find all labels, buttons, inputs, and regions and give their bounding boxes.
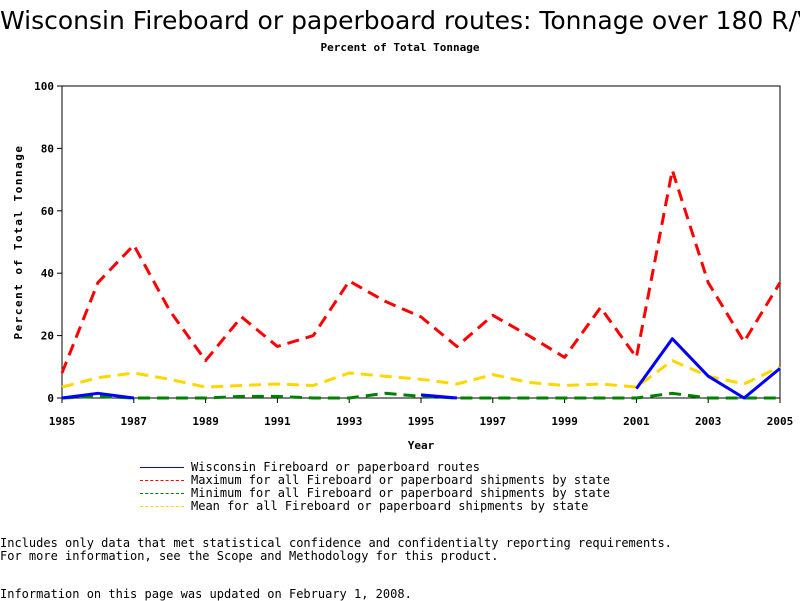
series-line-minimum bbox=[61, 391, 780, 400]
series-line-wisconsin bbox=[635, 337, 781, 400]
line-chart: 0 20 40 60 80 100 1985 1987 1989 1991 1993 1995 1997… bbox=[12, 80, 793, 452]
y-tick-label: 60 bbox=[41, 205, 54, 218]
x-tick-label: 1991 bbox=[264, 415, 291, 428]
x-tick-label: 1995 bbox=[408, 415, 435, 428]
series-line-wisconsin bbox=[420, 393, 458, 400]
legend-label-maximum: Maximum for all Fireboard or paperboard … bbox=[191, 473, 611, 487]
chart-subtitle: Percent of Total Tonnage bbox=[320, 41, 480, 54]
x-tick-label: 1989 bbox=[192, 415, 219, 428]
plot-frame bbox=[61, 85, 781, 399]
note-updated: Information on this page was updated on … bbox=[0, 587, 412, 601]
legend-label-mean: Mean for all Fireboard or paperboard shi… bbox=[191, 499, 589, 513]
x-tick-label: 1987 bbox=[121, 415, 148, 428]
x-tick-label: 1993 bbox=[336, 415, 363, 428]
legend-swatch-mean bbox=[140, 506, 184, 507]
y-tick-label: 40 bbox=[41, 267, 54, 280]
x-tick-label: 2005 bbox=[767, 415, 794, 428]
x-tick-label: 1999 bbox=[551, 415, 578, 428]
y-tick-label: 0 bbox=[47, 392, 54, 405]
plot-area: 0 20 40 60 80 100 1985 1987 1989 1991 1993 1995 1997… bbox=[12, 80, 793, 452]
legend-swatch-wisconsin bbox=[140, 467, 184, 468]
y-axis-title: Percent of Total Tonnage bbox=[12, 145, 25, 340]
x-axis-title: Year bbox=[408, 439, 435, 452]
legend-label-wisconsin: Wisconsin Fireboard or paperboard routes bbox=[191, 460, 480, 474]
note-confidence: Includes only data that met statistical … bbox=[0, 536, 672, 550]
legend-label-minimum: Minimum for all Fireboard or paperboard … bbox=[191, 486, 611, 500]
x-tick-label: 2003 bbox=[695, 415, 722, 428]
note-methodology: For more information, see the Scope and … bbox=[0, 549, 499, 563]
series-line-maximum bbox=[60, 168, 782, 374]
chart-title: Wisconsin Fireboard or paperboard routes… bbox=[0, 6, 800, 35]
series-line-mean bbox=[61, 359, 781, 389]
legend-swatch-maximum bbox=[140, 480, 184, 481]
x-tick-label: 2001 bbox=[623, 415, 650, 428]
series-line-wisconsin bbox=[61, 391, 134, 400]
x-tick-label: 1985 bbox=[49, 415, 76, 428]
legend-swatch-minimum bbox=[140, 493, 184, 494]
x-tick-label: 1997 bbox=[480, 415, 507, 428]
y-tick-label: 80 bbox=[41, 142, 54, 155]
y-tick-label: 20 bbox=[41, 330, 54, 343]
y-tick-label: 100 bbox=[34, 80, 54, 93]
